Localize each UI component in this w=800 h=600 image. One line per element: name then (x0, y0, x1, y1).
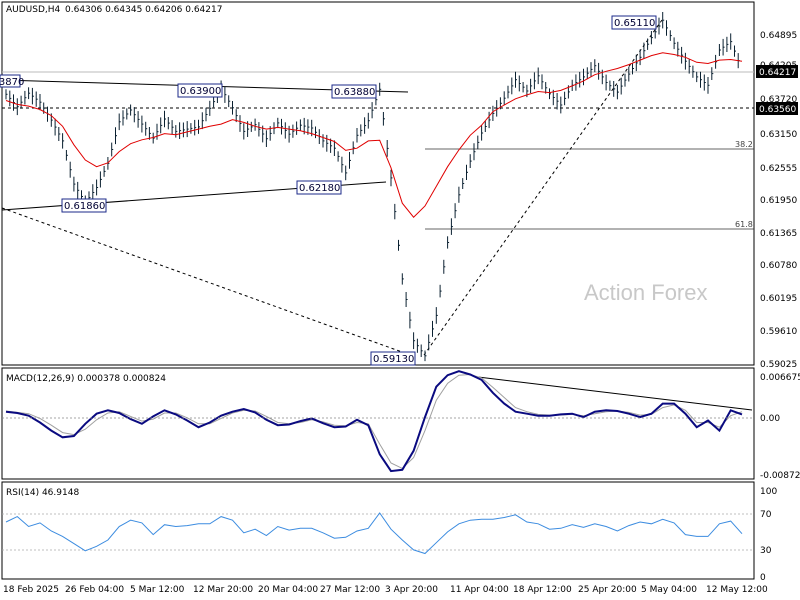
price-candles (5, 12, 740, 362)
rsi-line (5, 512, 743, 555)
time-tick: 18 Feb 2025 (3, 585, 59, 595)
swing-0.61860: 0.61860 (64, 201, 105, 212)
time-tick: 18 Apr 12:00 (513, 585, 572, 595)
price-tick: 0.62555 (760, 164, 797, 174)
price-tick: 0.63720 (760, 95, 797, 105)
price-tick: 0.59025 (760, 360, 797, 370)
swing-0.59130: 0.59130 (373, 354, 414, 365)
price-tick: 0.59610 (760, 327, 797, 337)
swing-0.63900: 0.63900 (180, 86, 221, 97)
rsi-label: RSI(14) 46.9148 (6, 488, 79, 498)
price-tick: 0.60195 (760, 294, 797, 304)
current-price-text: 0.64217 (759, 68, 796, 78)
rsi-tick: 100 (760, 487, 777, 497)
left-edge-box (0, 74, 21, 88)
fib-61-label: 61.8 (735, 220, 753, 229)
time-axis: 18 Feb 2025 26 Feb 04:00 5 Mar 12:00 12 … (3, 585, 768, 595)
macd-tick: 0.00 (760, 414, 780, 424)
price-tick: 0.61365 (760, 229, 797, 239)
price-axis: 0.64895 0.63720 0.63150 0.62555 0.61950 … (756, 31, 798, 370)
time-tick: 26 Feb 04:00 (65, 585, 124, 595)
swing-0.63880: 0.63880 (334, 87, 375, 98)
macd-tick: -0.008724 (760, 471, 800, 481)
time-tick: 12 May 12:00 (706, 585, 768, 595)
macd-axis: 0.006675 0.00 -0.008724 (760, 373, 800, 481)
symbol-title: AUDUSD,H4 (6, 5, 61, 15)
swing-box-0.63880 (331, 84, 377, 99)
swing-box-0.65110 (611, 15, 657, 30)
swing-0.65110: 0.65110 (614, 18, 655, 29)
rsi-axis: 100 70 30 0 (760, 487, 777, 583)
time-tick: 20 Mar 04:00 (258, 585, 318, 595)
price-tick: 0.61950 (760, 196, 797, 206)
price-panel-frame (1, 1, 755, 366)
fib-38-label: 38.2 (735, 140, 753, 149)
current-price-badge (756, 65, 798, 78)
macd-line (5, 370, 743, 473)
level-price-text: 0.63560 (759, 105, 796, 115)
decline-dotted-line (1, 207, 403, 353)
swing-labels: 0.63870 0.63900 0.63880 0.62180 0.61860 … (0, 15, 657, 366)
fib-retrace-line (423, 19, 663, 356)
price-tick: 0.63150 (760, 130, 797, 140)
time-tick: 11 Apr 04:00 (450, 585, 509, 595)
moving-average-line (5, 52, 743, 218)
rsi-panel-frame (1, 481, 755, 580)
rsi-tick: 70 (760, 510, 772, 520)
price-tick: 0.60780 (760, 261, 797, 271)
swing-box-0.62180 (296, 180, 342, 195)
time-tick: 27 Mar 12:00 (320, 585, 380, 595)
time-tick: 5 Mar 12:00 (130, 585, 185, 595)
time-tick: 5 May 04:00 (641, 585, 697, 595)
swing-box-0.59130 (370, 351, 416, 366)
macd-label: MACD(12,26,9) 0.000378 0.000824 (6, 374, 166, 384)
rsi-tick: 0 (760, 573, 766, 583)
time-tick: 25 Apr 20:00 (578, 585, 637, 595)
swing-0.62180: 0.62180 (299, 183, 340, 194)
watermark: Action Forex (584, 280, 708, 305)
macd-tick: 0.006675 (760, 373, 800, 383)
price-tick: 0.64895 (760, 31, 797, 41)
time-tick: 12 Mar 20:00 (193, 585, 253, 595)
macd-panel-frame (1, 367, 755, 480)
ohlc-readout: 0.64306 0.64345 0.64206 0.64217 (65, 5, 222, 15)
left-edge-label: 0.63870 (0, 77, 24, 88)
swing-box-0.61860 (61, 198, 107, 213)
swing-box-0.63900 (177, 83, 223, 98)
rsi-tick: 30 (760, 546, 772, 556)
macd-trendline (477, 376, 753, 411)
level-price-badge (756, 102, 798, 115)
time-tick: 3 Apr 20:00 (385, 585, 438, 595)
